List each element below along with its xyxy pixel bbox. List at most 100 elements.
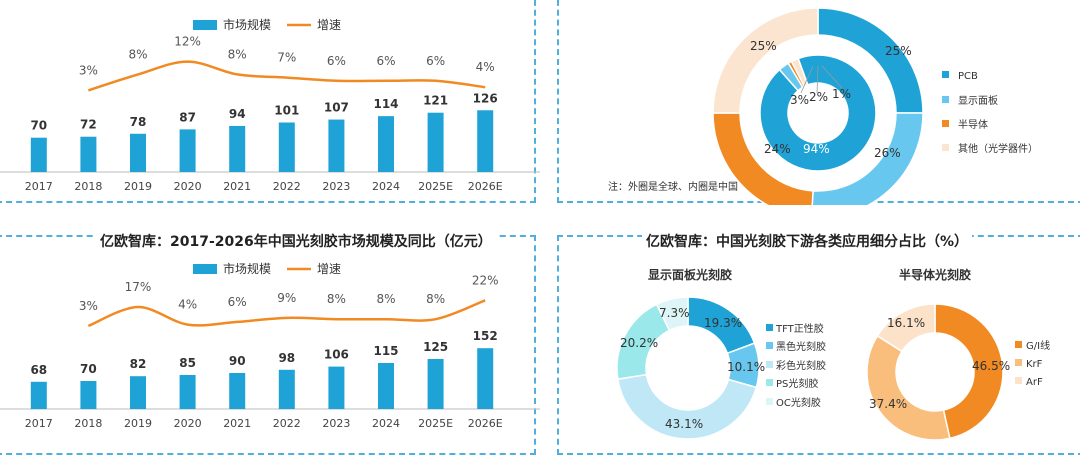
growth-label: 4% — [178, 298, 197, 312]
inner-slice-label: 2% — [809, 90, 828, 104]
bar — [427, 359, 444, 409]
growth-label: 8% — [426, 292, 445, 306]
legend-bar-swatch — [193, 264, 217, 274]
bar — [328, 119, 345, 172]
slice-label: 10.1% — [727, 360, 765, 374]
subtitle: 半导体光刻胶 — [899, 267, 971, 282]
growth-label: 6% — [327, 54, 346, 68]
x-tick-label: 2021 — [223, 180, 251, 193]
x-tick-label: 2017 — [25, 180, 53, 193]
leader-line — [816, 65, 819, 94]
legend-label: 彩色光刻胶 — [776, 359, 826, 372]
x-tick-label: 2021 — [223, 417, 251, 430]
x-tick-label: 2022 — [273, 417, 301, 430]
outer-slice-label: 25% — [750, 39, 777, 53]
outer-slice-label: 24% — [764, 142, 791, 156]
outer-slice-label: 25% — [885, 44, 912, 58]
bar — [278, 369, 295, 409]
x-tick-label: 2025E — [418, 417, 453, 430]
legend-swatch — [942, 144, 949, 151]
bar — [427, 112, 444, 172]
x-tick-label: 2019 — [124, 417, 152, 430]
bar — [229, 125, 246, 172]
growth-label: 6% — [426, 54, 445, 68]
x-tick-label: 2026E — [468, 417, 503, 430]
global-market-panel — [0, 0, 536, 203]
x-tick-label: 2022 — [273, 180, 301, 193]
legend-swatch — [942, 120, 949, 127]
growth-label: 9% — [277, 291, 296, 305]
growth-line — [87, 299, 486, 328]
x-tick-label: 2018 — [74, 180, 102, 193]
bar — [80, 136, 97, 172]
slice-label: 7.3% — [659, 306, 690, 320]
outer-slice-label: 26% — [874, 146, 901, 160]
growth-label: 8% — [376, 292, 395, 306]
legend-label: 显示面板 — [958, 94, 998, 107]
legend-bar-label: 市场规模 — [223, 17, 271, 32]
growth-label: 8% — [327, 292, 346, 306]
legend-swatch — [1015, 341, 1022, 348]
donut-slice — [712, 7, 819, 114]
legend-line-label: 增速 — [317, 18, 341, 32]
x-tick-label: 2020 — [174, 180, 202, 193]
x-tick-label: 2026E — [468, 180, 503, 193]
legend-swatch — [942, 96, 949, 103]
legend-swatch — [942, 71, 949, 78]
bar-value-label: 68 — [30, 363, 47, 377]
x-tick-label: 2024 — [372, 417, 400, 430]
legend-line-label: 增速 — [317, 262, 341, 276]
inner-slice-label: 1% — [832, 87, 851, 101]
slice-label: 20.2% — [620, 336, 658, 350]
bar — [477, 110, 494, 172]
bar — [278, 122, 295, 172]
leader-line — [800, 65, 814, 94]
growth-label: 17% — [125, 280, 152, 294]
bar-value-label: 107 — [324, 101, 349, 115]
donut-slice — [934, 303, 1004, 440]
growth-label: 3% — [79, 63, 98, 77]
leader-line — [821, 65, 843, 89]
inner-slice-label: 94% — [803, 142, 830, 156]
china-downstream-chart: 显示面板光刻胶 19.3% 10.1% 43.1% 20.2% 7.3% TFT正性胶黑色光… — [616, 267, 1050, 441]
global-market-chart: 市场规模 增速 70 2017 72 2018 3% 78 2019 8% 87 2020 12% 94 2… — [0, 17, 540, 193]
slice-label: 16.1% — [887, 316, 925, 330]
bar — [30, 381, 47, 409]
slice-label: 46.5% — [972, 359, 1010, 373]
china-market-chart: 市场规模 增速 68 2017 70 2018 3% 82 2019 17% 85 2020 4% 90 2… — [0, 261, 540, 430]
bar — [130, 376, 146, 409]
inner-slice-label: 3% — [790, 93, 809, 107]
bar — [378, 363, 394, 409]
legend-swatch — [1015, 359, 1022, 366]
donut-slice — [866, 334, 951, 441]
legend-swatch — [766, 398, 773, 405]
legend-swatch — [766, 324, 773, 331]
chart-note: 注：外圈是全球、内圈是中国 — [608, 180, 738, 193]
x-tick-label: 2023 — [322, 417, 350, 430]
growth-label: 8% — [128, 47, 147, 61]
bar-value-label: 98 — [278, 351, 295, 365]
bar — [477, 348, 494, 409]
growth-label: 12% — [174, 35, 201, 49]
legend-label: 半导体 — [958, 118, 988, 131]
legend-label: PS光刻胶 — [776, 377, 818, 390]
x-tick-label: 2023 — [322, 180, 350, 193]
bar-value-label: 115 — [373, 344, 398, 358]
growth-label: 6% — [376, 54, 395, 68]
legend-swatch — [766, 361, 773, 368]
bar — [179, 129, 196, 172]
bar — [378, 116, 394, 172]
bar-value-label: 101 — [274, 104, 299, 118]
bar — [179, 375, 196, 409]
bar-value-label: 87 — [179, 110, 196, 124]
bar-value-label: 72 — [80, 118, 97, 132]
legend-label: 黑色光刻胶 — [776, 340, 826, 353]
growth-label: 22% — [472, 273, 499, 287]
legend-swatch — [766, 342, 773, 349]
growth-label: 3% — [79, 299, 98, 313]
legend-bar-label: 市场规模 — [223, 261, 271, 276]
bar-value-label: 82 — [130, 357, 147, 371]
bar — [130, 133, 146, 172]
legend-label: PCB — [958, 71, 978, 82]
